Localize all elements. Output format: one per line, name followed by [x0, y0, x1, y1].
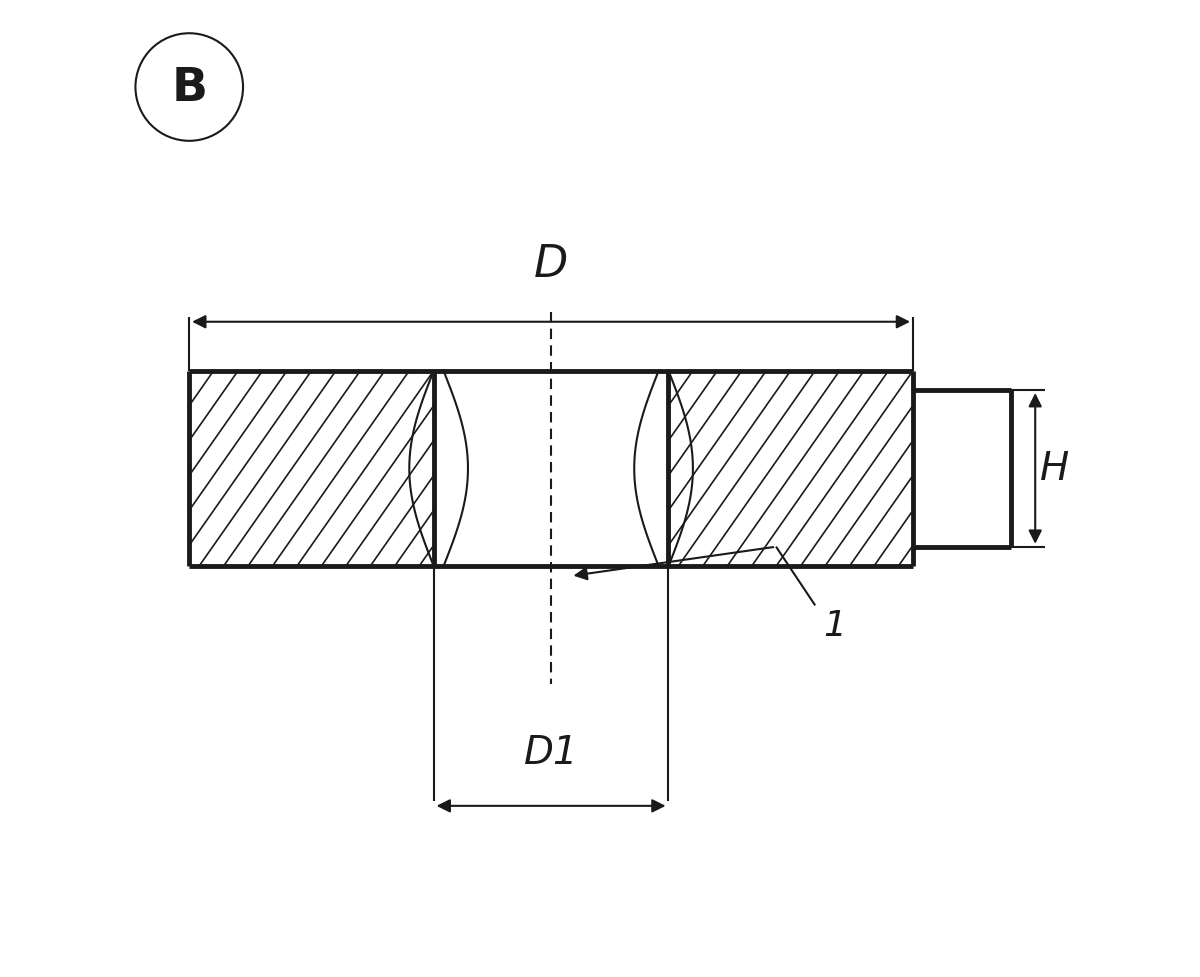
- Text: 1: 1: [823, 609, 846, 642]
- Text: B: B: [172, 65, 208, 110]
- Text: D: D: [534, 242, 569, 285]
- Text: D1: D1: [523, 734, 578, 771]
- Text: H: H: [1040, 450, 1069, 488]
